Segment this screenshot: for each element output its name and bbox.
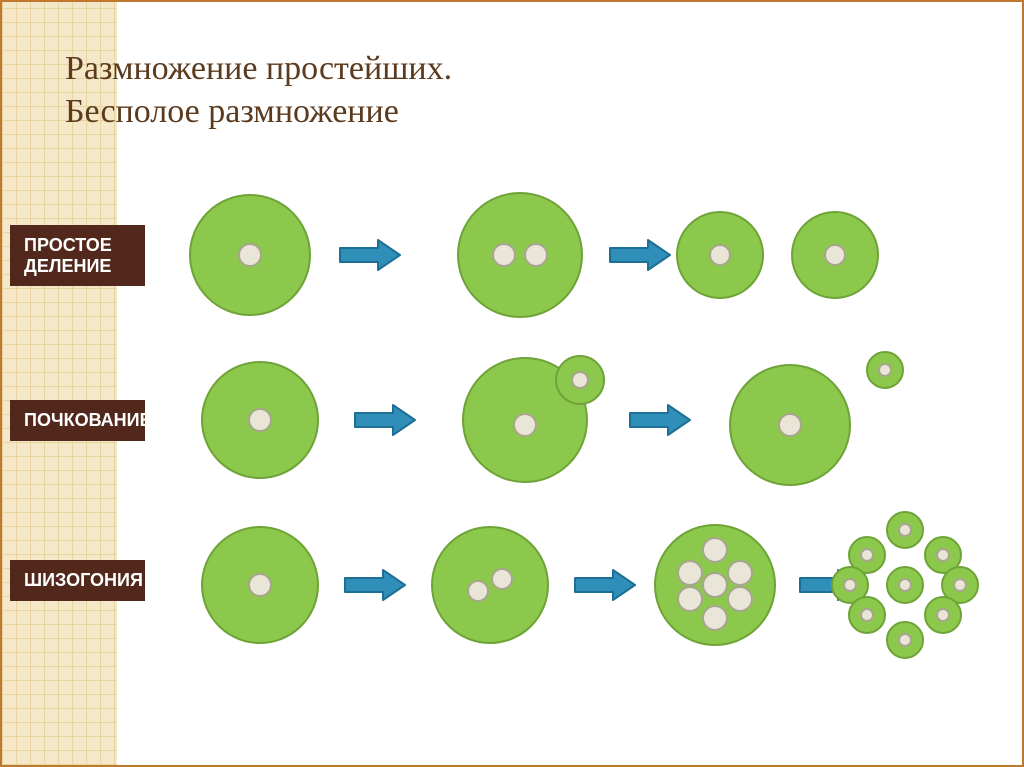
cell <box>730 365 850 485</box>
cell <box>458 193 582 317</box>
arrow-icon <box>355 405 415 435</box>
cell <box>655 525 775 645</box>
row-simple_division <box>190 193 878 317</box>
cell <box>792 212 878 298</box>
row-budding <box>202 352 903 485</box>
arrow-icon <box>345 570 405 600</box>
cell <box>463 356 604 482</box>
arrow-icon <box>575 570 635 600</box>
cell <box>202 362 318 478</box>
row-schizogony <box>202 512 978 658</box>
diagram-svg <box>0 0 1024 767</box>
cell <box>867 352 903 388</box>
cell <box>202 527 318 643</box>
arrow-icon <box>610 240 670 270</box>
cell <box>432 527 548 643</box>
arrow-icon <box>630 405 690 435</box>
cell <box>832 512 978 658</box>
cell <box>190 195 310 315</box>
cell <box>677 212 763 298</box>
arrow-icon <box>340 240 400 270</box>
